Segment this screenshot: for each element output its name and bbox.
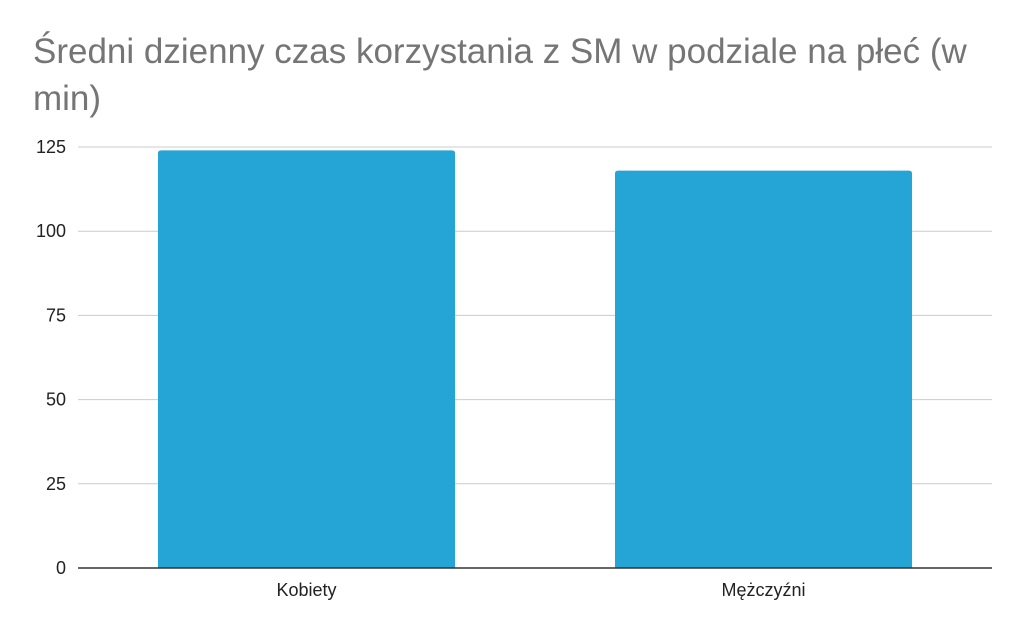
- bar-kobiety: [157, 150, 456, 569]
- chart-title: Średni dzienny czas korzystania z SM w p…: [33, 32, 967, 118]
- x-category-label: Mężczyźni: [721, 580, 805, 600]
- labels: 0 25 50 75 100 125 Kobiety Mężczyźni: [36, 137, 806, 600]
- y-tick-label: 50: [46, 390, 66, 410]
- y-tick-label: 125: [36, 137, 66, 157]
- bars: [157, 150, 913, 569]
- x-category-label: Kobiety: [276, 580, 336, 600]
- y-tick-label: 75: [46, 305, 66, 325]
- y-tick-label: 25: [46, 474, 66, 494]
- y-tick-label: 100: [36, 221, 66, 241]
- y-tick-label: 0: [56, 558, 66, 578]
- bar-mezczyzni: [614, 170, 913, 569]
